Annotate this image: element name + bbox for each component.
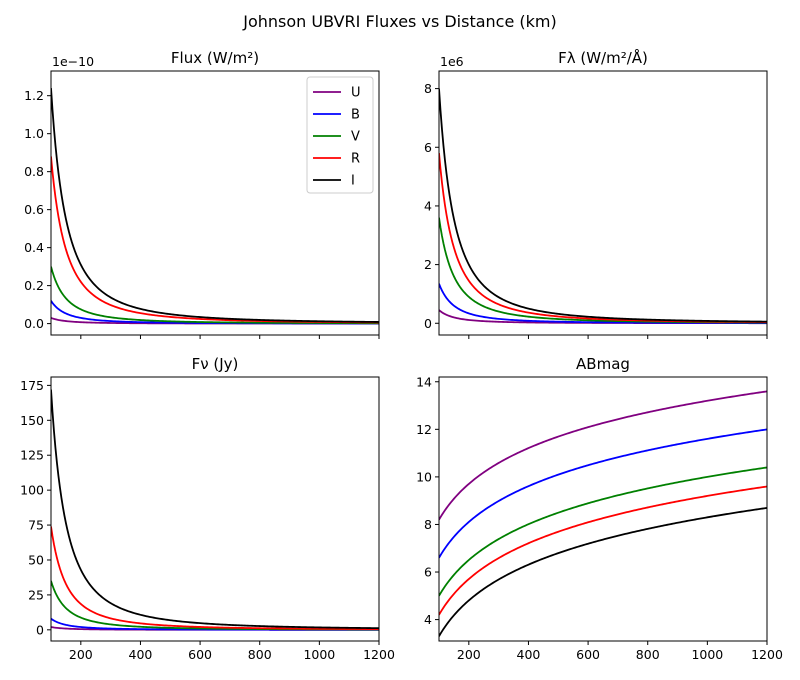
y-tick-label: 8 bbox=[424, 81, 432, 96]
series-line-B bbox=[439, 428, 767, 559]
y-tick-label: 100 bbox=[20, 483, 44, 498]
panel-2: Fν (Jy) 200 400 600 800 1000 1200 0 25 50 75 100 125… bbox=[20, 355, 395, 662]
y-tick-label: 14 bbox=[416, 374, 432, 389]
y-tick-label: 0.2 bbox=[24, 278, 44, 293]
panel-title: Fν (Jy) bbox=[192, 355, 239, 373]
legend-label-V: V bbox=[351, 130, 360, 145]
series-line-R bbox=[439, 485, 767, 616]
series-line-R bbox=[51, 526, 379, 631]
y-tick-label: 1.0 bbox=[24, 126, 44, 141]
y-tick-label: 2 bbox=[424, 257, 432, 272]
figure-suptitle: Johnson UBVRI Fluxes vs Distance (km) bbox=[242, 12, 557, 31]
x-tick-label: 600 bbox=[576, 647, 600, 662]
legend: UBVRI bbox=[306, 76, 374, 194]
y-tick-label: 8 bbox=[424, 517, 432, 532]
y-tick-label: 0.4 bbox=[24, 240, 44, 255]
series-group bbox=[51, 389, 379, 631]
series-line-I bbox=[439, 88, 767, 323]
series-line-V bbox=[439, 217, 767, 324]
series-line-U bbox=[439, 390, 767, 521]
series-group bbox=[51, 88, 379, 325]
y-tick-label: 25 bbox=[28, 587, 44, 602]
panel-3: ABmag 200 400 600 800 1000 1200 4 6 8 10 12 14 bbox=[416, 355, 783, 662]
y-tick-label: 1.2 bbox=[24, 88, 44, 103]
y-tick-label: 0 bbox=[36, 622, 44, 637]
series-line-R bbox=[439, 153, 767, 323]
series-line-V bbox=[51, 580, 379, 631]
y-offset-label: 1e6 bbox=[440, 54, 464, 69]
x-tick-label: 1200 bbox=[751, 647, 783, 662]
series-group bbox=[439, 88, 767, 325]
y-tick-label: 175 bbox=[20, 378, 44, 393]
x-tick-label: 200 bbox=[69, 647, 93, 662]
axes-frame bbox=[438, 70, 768, 336]
panel-1: Fλ (W/m²/Å) 0 2 4 6 8 1e6 bbox=[424, 48, 768, 339]
axes-frame bbox=[50, 70, 380, 336]
y-tick-label: 0.0 bbox=[24, 316, 44, 331]
x-tick-label: 400 bbox=[129, 647, 153, 662]
x-tick-label: 800 bbox=[636, 647, 660, 662]
y-tick-label: 0.6 bbox=[24, 202, 44, 217]
x-tick-label: 1000 bbox=[691, 647, 723, 662]
y-tick-label: 6 bbox=[424, 140, 432, 155]
panel-0: Flux (W/m²) 0.0 0.2 0.4 0.6 0.8 1.0 1.2 1e−10 UBV… bbox=[24, 49, 380, 339]
y-tick-label: 4 bbox=[424, 612, 432, 627]
series-group bbox=[439, 390, 767, 637]
series-line-V bbox=[51, 266, 379, 325]
axes-frame bbox=[50, 376, 380, 642]
legend-label-I: I bbox=[351, 174, 355, 189]
x-tick-label: 200 bbox=[457, 647, 481, 662]
series-line-I bbox=[51, 389, 379, 630]
axes-frame bbox=[438, 376, 768, 642]
y-tick-label: 150 bbox=[20, 413, 44, 428]
series-line-I bbox=[51, 88, 379, 323]
y-tick-label: 75 bbox=[28, 518, 44, 533]
legend-label-U: U bbox=[351, 86, 361, 101]
panel-title: Flux (W/m²) bbox=[171, 49, 259, 67]
x-tick-label: 800 bbox=[248, 647, 272, 662]
y-tick-label: 50 bbox=[28, 552, 44, 567]
y-tick-label: 4 bbox=[424, 198, 432, 213]
y-tick-label: 0 bbox=[424, 316, 432, 331]
y-offset-label: 1e−10 bbox=[52, 54, 94, 69]
x-tick-label: 1000 bbox=[303, 647, 335, 662]
legend-label-B: B bbox=[351, 108, 360, 123]
legend-label-R: R bbox=[351, 152, 360, 167]
legend-frame bbox=[306, 76, 374, 194]
series-line-V bbox=[439, 466, 767, 597]
panel-title: ABmag bbox=[576, 355, 630, 373]
y-tick-label: 12 bbox=[416, 422, 432, 437]
series-line-I bbox=[439, 507, 767, 637]
panels: Flux (W/m²) 0.0 0.2 0.4 0.6 0.8 1.0 1.2 1e−10 UBV… bbox=[20, 48, 783, 662]
y-tick-label: 10 bbox=[416, 469, 432, 484]
x-tick-label: 1200 bbox=[363, 647, 395, 662]
y-tick-label: 6 bbox=[424, 565, 432, 580]
y-tick-label: 0.8 bbox=[24, 164, 44, 179]
x-tick-label: 600 bbox=[188, 647, 212, 662]
x-tick-label: 400 bbox=[517, 647, 541, 662]
y-tick-label: 125 bbox=[20, 448, 44, 463]
panel-title: Fλ (W/m²/Å) bbox=[558, 48, 648, 67]
